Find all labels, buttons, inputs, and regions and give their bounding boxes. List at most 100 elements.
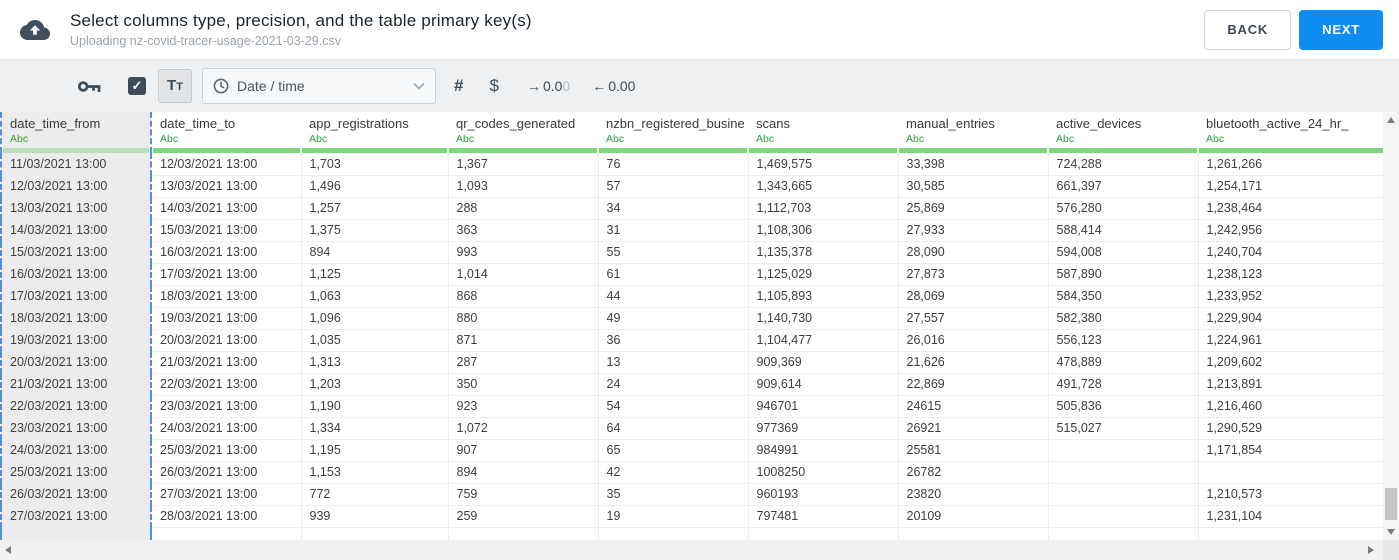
cell[interactable] — [1198, 461, 1383, 484]
cell[interactable]: 1,231,104 — [1198, 505, 1383, 528]
cell[interactable]: 1,112,703 — [748, 197, 899, 220]
currency-type-button[interactable]: $ — [489, 76, 499, 95]
decrease-precision-button[interactable]: → 0.00 — [526, 78, 571, 94]
cell[interactable]: 797481 — [748, 505, 899, 528]
cell[interactable]: 259 — [448, 505, 599, 528]
cell[interactable]: 14/03/2021 13:00 — [0, 219, 152, 242]
cell[interactable]: 350 — [448, 373, 599, 396]
cell[interactable]: 584,350 — [1048, 285, 1199, 308]
cell[interactable]: 287 — [448, 351, 599, 374]
cell[interactable]: 946701 — [748, 395, 899, 418]
column-header-manual_entries[interactable]: manual_entries Abc — [898, 112, 1048, 153]
cell[interactable]: 1,238,123 — [1198, 263, 1383, 286]
cell[interactable]: 1,213,891 — [1198, 373, 1383, 396]
cell[interactable]: 1,216,460 — [1198, 395, 1383, 418]
cell[interactable]: 1,257 — [301, 197, 449, 220]
cell[interactable] — [598, 527, 749, 540]
cell[interactable]: 24/03/2021 13:00 — [151, 417, 302, 440]
cell[interactable]: 1,108,306 — [748, 219, 899, 242]
cell[interactable]: 27/03/2021 13:00 — [0, 505, 152, 528]
cell[interactable] — [1048, 461, 1199, 484]
cell[interactable]: 31 — [598, 219, 749, 242]
cell[interactable]: 19/03/2021 13:00 — [0, 329, 152, 352]
cell[interactable]: 1,014 — [448, 263, 599, 286]
cell[interactable]: 1008250 — [748, 461, 899, 484]
scroll-left-button[interactable] — [0, 542, 16, 558]
scroll-up-button[interactable] — [1383, 112, 1399, 128]
cell[interactable]: 1,125,029 — [748, 263, 899, 286]
cell[interactable]: 27,873 — [898, 263, 1049, 286]
cell[interactable]: 44 — [598, 285, 749, 308]
cell[interactable] — [301, 527, 449, 540]
cell[interactable]: 1,375 — [301, 219, 449, 242]
cell[interactable]: 1,242,956 — [1198, 219, 1383, 242]
include-column-checkbox[interactable]: ✓ — [128, 77, 146, 95]
cell[interactable]: 661,397 — [1048, 175, 1199, 198]
cell[interactable]: 42 — [598, 461, 749, 484]
column-header-scans[interactable]: scans Abc — [748, 112, 898, 153]
cell[interactable]: 17/03/2021 13:00 — [0, 285, 152, 308]
cell[interactable]: 1,035 — [301, 329, 449, 352]
cell[interactable]: 1,190 — [301, 395, 449, 418]
cell[interactable]: 1,171,854 — [1198, 439, 1383, 462]
cell[interactable]: 19/03/2021 13:00 — [151, 307, 302, 330]
cell[interactable]: 1,240,704 — [1198, 241, 1383, 264]
cell[interactable]: 868 — [448, 285, 599, 308]
cell[interactable] — [898, 527, 1049, 540]
cell[interactable]: 1,224,961 — [1198, 329, 1383, 352]
cell[interactable]: 21/03/2021 13:00 — [151, 351, 302, 374]
cell[interactable]: 16/03/2021 13:00 — [151, 241, 302, 264]
cell[interactable]: 576,280 — [1048, 197, 1199, 220]
cell[interactable]: 12/03/2021 13:00 — [151, 153, 302, 176]
cell[interactable]: 13 — [598, 351, 749, 374]
cell[interactable] — [151, 527, 302, 540]
cell[interactable]: 1,093 — [448, 175, 599, 198]
cell[interactable]: 759 — [448, 483, 599, 506]
cell[interactable]: 26/03/2021 13:00 — [151, 461, 302, 484]
cell[interactable]: 18/03/2021 13:00 — [151, 285, 302, 308]
primary-key-icon[interactable] — [78, 79, 102, 94]
cell[interactable]: 724,288 — [1048, 153, 1199, 176]
cell[interactable]: 15/03/2021 13:00 — [0, 241, 152, 264]
cell[interactable]: 993 — [448, 241, 599, 264]
cell[interactable]: 49 — [598, 307, 749, 330]
cell[interactable]: 1,096 — [301, 307, 449, 330]
cell[interactable] — [1048, 527, 1199, 540]
cell[interactable]: 478,889 — [1048, 351, 1199, 374]
cell[interactable]: 1,203 — [301, 373, 449, 396]
cell[interactable]: 1,469,575 — [748, 153, 899, 176]
cell[interactable]: 26,016 — [898, 329, 1049, 352]
cell[interactable]: 13/03/2021 13:00 — [0, 197, 152, 220]
cell[interactable]: 515,027 — [1048, 417, 1199, 440]
cell[interactable]: 12/03/2021 13:00 — [0, 175, 152, 198]
cell[interactable]: 34 — [598, 197, 749, 220]
cell[interactable]: 772 — [301, 483, 449, 506]
cell[interactable]: 24615 — [898, 395, 1049, 418]
cell[interactable] — [748, 527, 899, 540]
cell[interactable]: 909,369 — [748, 351, 899, 374]
cell[interactable]: 28,069 — [898, 285, 1049, 308]
column-header-active_devices[interactable]: active_devices Abc — [1048, 112, 1198, 153]
cell[interactable]: 27,557 — [898, 307, 1049, 330]
cell[interactable]: 20/03/2021 13:00 — [151, 329, 302, 352]
column-header-date_time_to[interactable]: date_time_to Abc — [151, 112, 301, 153]
cell[interactable]: 21,626 — [898, 351, 1049, 374]
vertical-scrollbar-thumb[interactable] — [1385, 488, 1397, 520]
cell[interactable]: 30,585 — [898, 175, 1049, 198]
cell[interactable]: 18/03/2021 13:00 — [0, 307, 152, 330]
cell[interactable]: 16/03/2021 13:00 — [0, 263, 152, 286]
horizontal-scrollbar[interactable] — [0, 540, 1383, 560]
cell[interactable]: 880 — [448, 307, 599, 330]
cell[interactable]: 27/03/2021 13:00 — [151, 483, 302, 506]
number-type-button[interactable]: # — [454, 76, 464, 95]
cell[interactable]: 1,209,602 — [1198, 351, 1383, 374]
scroll-down-button[interactable] — [1383, 524, 1399, 540]
column-header-qr_codes_generated[interactable]: qr_codes_generated Abc — [448, 112, 598, 153]
increase-precision-button[interactable]: ← 0.00 — [592, 78, 636, 94]
cell[interactable]: 55 — [598, 241, 749, 264]
cell[interactable]: 25581 — [898, 439, 1049, 462]
back-button[interactable]: BACK — [1204, 9, 1292, 50]
cell[interactable]: 1,063 — [301, 285, 449, 308]
cell[interactable]: 11/03/2021 13:00 — [0, 153, 152, 176]
